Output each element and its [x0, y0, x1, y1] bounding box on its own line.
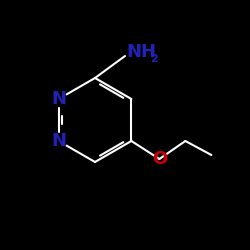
Text: O: O: [152, 150, 167, 168]
Text: N: N: [51, 132, 66, 150]
Text: N: N: [51, 90, 66, 108]
Text: NH: NH: [126, 43, 156, 61]
Text: 2: 2: [150, 54, 158, 64]
